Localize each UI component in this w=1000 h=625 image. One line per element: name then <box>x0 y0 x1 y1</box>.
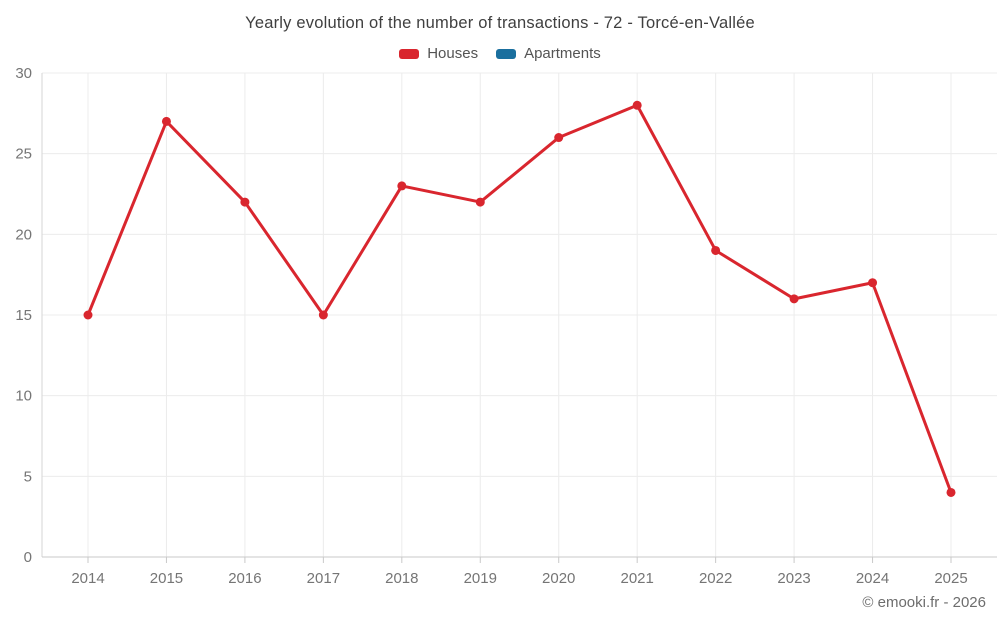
apartments-legend-swatch-icon <box>496 48 517 59</box>
x-axis-tick-label: 2018 <box>385 570 418 587</box>
houses-data-point[interactable] <box>318 310 328 320</box>
y-axis-tick-label: 15 <box>15 307 32 324</box>
houses-data-point[interactable] <box>789 294 799 304</box>
houses-series-line <box>86 103 953 493</box>
x-axis-tick-label: 2021 <box>620 570 653 587</box>
x-axis-tick-label: 2015 <box>150 570 183 587</box>
y-axis-tick-label: 0 <box>24 549 32 566</box>
x-axis-tick-label: 2024 <box>856 570 889 587</box>
chart-title: Yearly evolution of the number of transa… <box>245 14 755 32</box>
x-axis-tick-label: 2020 <box>542 570 575 587</box>
houses-data-point[interactable] <box>711 245 721 255</box>
chart-legend: Houses Apartments <box>0 45 1000 62</box>
x-axis-tick-label: 2023 <box>777 570 810 587</box>
y-axis-tick-label: 30 <box>15 65 32 82</box>
x-axis-tick-label: 2017 <box>307 570 340 587</box>
x-axis-tick-label: 2016 <box>228 570 261 587</box>
legend-item-houses[interactable]: Houses <box>399 45 478 62</box>
houses-data-point[interactable] <box>161 116 171 126</box>
houses-data-point[interactable] <box>475 197 485 207</box>
x-axis-tick-label: 2022 <box>699 570 732 587</box>
x-axis-tick-label: 2014 <box>71 570 104 587</box>
houses-legend-swatch-icon <box>399 48 420 59</box>
houses-legend-label: Houses <box>427 45 479 62</box>
houses-data-point[interactable] <box>632 100 642 110</box>
copyright-watermark: © emooki.fr - 2026 <box>862 594 986 611</box>
y-axis-tick-label: 25 <box>15 146 32 163</box>
houses-data-point[interactable] <box>554 133 564 143</box>
x-axis-tick-label: 2025 <box>934 570 967 587</box>
legend-item-apartments[interactable]: Apartments <box>496 45 601 62</box>
houses-data-point[interactable] <box>240 197 250 207</box>
x-axis-tick-label: 2019 <box>464 570 497 587</box>
houses-data-point[interactable] <box>83 310 93 320</box>
apartments-legend-label: Apartments <box>524 45 601 62</box>
houses-data-point[interactable] <box>946 487 956 497</box>
houses-data-point[interactable] <box>397 181 407 191</box>
houses-data-point[interactable] <box>868 278 878 288</box>
y-axis-tick-label: 20 <box>15 226 32 243</box>
y-axis-tick-label: 10 <box>15 388 32 405</box>
y-axis-tick-label: 5 <box>24 468 32 485</box>
